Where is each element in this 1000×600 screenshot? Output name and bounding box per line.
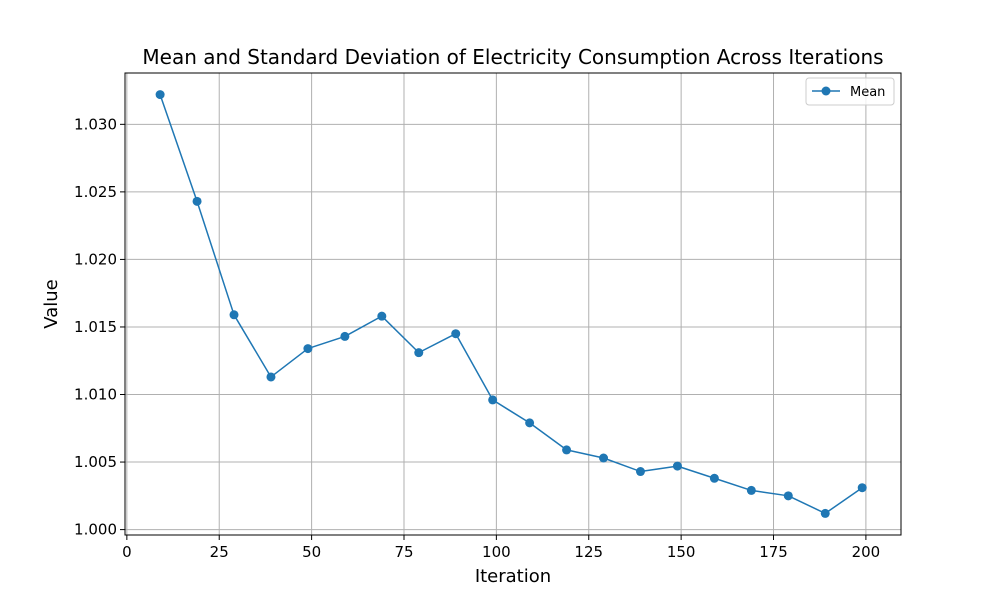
data-point [525, 418, 535, 428]
x-tick-label: 100 [482, 543, 511, 561]
data-point [820, 508, 830, 518]
y-tick-label: 1.030 [74, 115, 117, 133]
x-axis-label: Iteration [475, 566, 551, 587]
plot-frame [124, 72, 902, 536]
y-axis: 1.000 1.005 1.010 1.015 1.020 1.025 1.030 [74, 115, 125, 539]
data-point [155, 90, 165, 100]
y-tick-label: 1.025 [74, 183, 117, 201]
chart-title: Mean and Standard Deviation of Electrici… [142, 45, 883, 69]
data-point [266, 372, 276, 382]
x-axis: 0 25 50 75 100 125 150 175 200 [122, 535, 880, 561]
x-tick-label: 25 [210, 543, 229, 561]
x-tick-label: 200 [852, 543, 881, 561]
legend-marker-mean [821, 86, 831, 96]
data-point [192, 196, 202, 206]
x-tick-label: 50 [302, 543, 321, 561]
data-point [451, 329, 461, 339]
data-point [414, 348, 424, 358]
series-line-mean [159, 94, 863, 515]
y-tick-label: 1.015 [74, 318, 117, 336]
x-tick-label: 175 [759, 543, 788, 561]
y-tick-label: 1.020 [74, 250, 117, 268]
x-tick-label: 0 [122, 543, 132, 561]
y-tick-label: 1.000 [74, 521, 117, 539]
data-point [340, 331, 350, 341]
legend-box [805, 77, 895, 106]
data-point [562, 445, 572, 455]
legend-label-mean: Mean [850, 85, 885, 100]
data-point [377, 311, 387, 321]
data-point [783, 491, 793, 501]
data-point [672, 461, 682, 471]
series-layer [155, 90, 867, 518]
x-tick-label: 125 [574, 543, 603, 561]
data-point [229, 310, 239, 320]
data-point [599, 453, 609, 463]
data-point [746, 485, 756, 495]
grid [125, 73, 901, 535]
legend: Mean [805, 77, 895, 106]
x-tick-label: 150 [667, 543, 696, 561]
y-tick-label: 1.010 [74, 386, 117, 404]
data-point [709, 473, 719, 483]
y-tick-label: 1.005 [74, 453, 117, 471]
data-point [635, 467, 645, 477]
data-point [857, 483, 867, 493]
x-tick-label: 75 [394, 543, 413, 561]
data-point [488, 395, 498, 405]
data-point [303, 344, 313, 354]
y-axis-label: Value [41, 279, 62, 328]
